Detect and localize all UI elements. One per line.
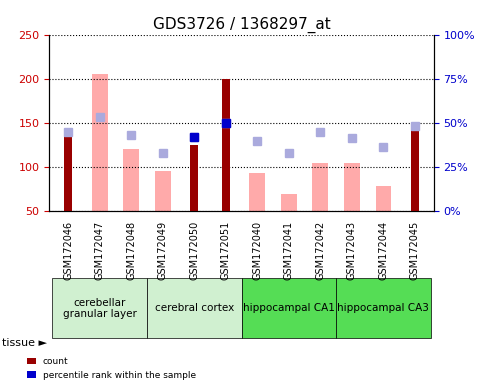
Text: cerebral cortex: cerebral cortex: [155, 303, 234, 313]
Bar: [344, 163, 360, 211]
Title: GDS3726 / 1368297_at: GDS3726 / 1368297_at: [153, 17, 330, 33]
Bar: [249, 173, 265, 211]
Bar: [64, 132, 72, 211]
Bar: [376, 187, 391, 211]
Text: cerebellar
granular layer: cerebellar granular layer: [63, 298, 137, 319]
Legend: count, percentile rank within the sample, value, Detection Call = ABSENT, rank, : count, percentile rank within the sample…: [23, 354, 200, 384]
Bar: [155, 171, 171, 211]
Bar: [123, 149, 139, 211]
Text: hippocampal CA1: hippocampal CA1: [243, 303, 335, 313]
Text: tissue ►: tissue ►: [2, 338, 47, 348]
Bar: [147, 278, 242, 338]
Bar: [313, 163, 328, 211]
Bar: [92, 74, 107, 211]
Bar: [222, 79, 230, 211]
Bar: [190, 145, 198, 211]
Text: hippocampal CA3: hippocampal CA3: [338, 303, 429, 313]
Bar: [411, 127, 419, 211]
Bar: [52, 278, 147, 338]
Bar: [336, 278, 431, 338]
Bar: [281, 194, 297, 211]
Bar: [242, 278, 336, 338]
